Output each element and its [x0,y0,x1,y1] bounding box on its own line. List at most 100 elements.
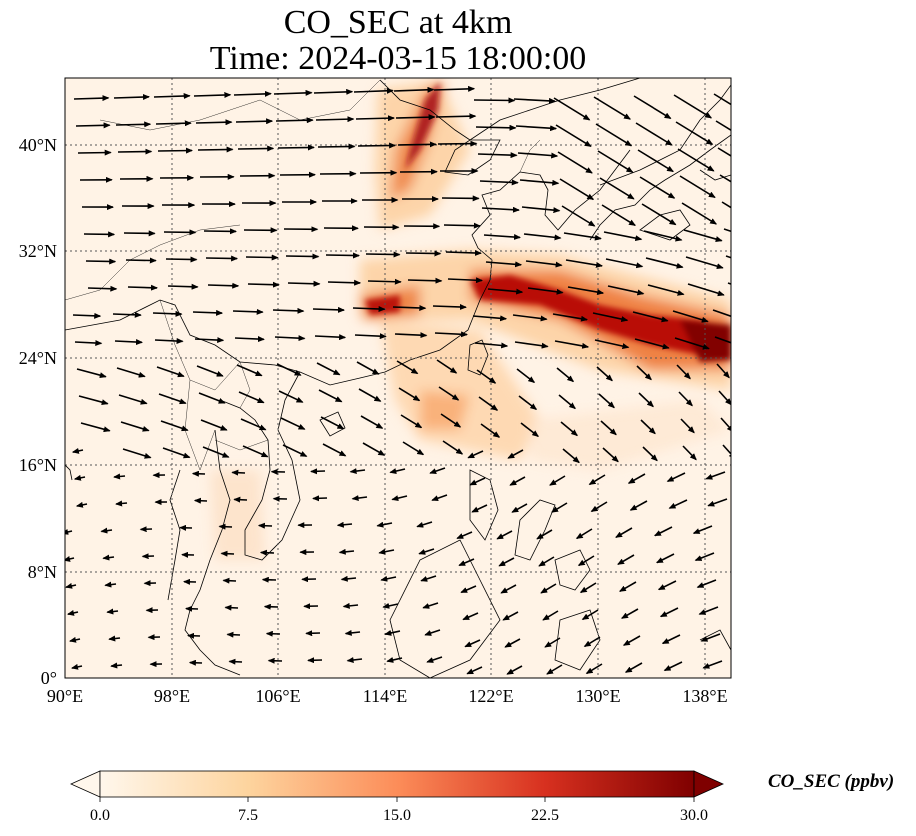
colorbar-tick-label: 15.0 [383,807,411,824]
wind-vector-arrow [346,657,363,663]
wind-vector-arrow [656,553,675,564]
wind-vector-arrow [579,582,597,594]
wind-vector-arrow [69,636,81,643]
wind-vector-arrow [443,222,481,229]
wind-vector-arrow [165,256,198,263]
wind-vector-arrow [647,284,685,296]
wind-vector-arrow [666,472,686,483]
wind-vector-arrow [355,115,395,122]
wind-vector-arrow [222,577,237,584]
wind-vector-arrow [707,498,728,507]
wind-vector-arrow [114,339,143,346]
wind-vector-arrow [353,87,394,94]
wind-vector-arrow [356,361,380,375]
colorbar-extend-min [70,770,101,798]
wind-vector-arrow [556,367,575,383]
wind-vector-arrow [275,117,314,124]
wind-vector-arrow [605,258,644,269]
wind-vector-arrow [195,119,233,126]
wind-vector-arrow [583,636,601,648]
wind-vector-arrow [538,556,555,567]
wind-vector-arrow [596,366,613,382]
wind-vector-arrow [287,280,321,287]
wind-vector-arrow [602,447,619,463]
wind-vector-arrow [600,420,617,436]
wind-vector-arrow [678,391,693,407]
lon-tick-labels: 90°E 98°E 106°E 114°E 122°E 130°E 138°E [47,686,728,706]
wind-vector-arrow [633,95,672,120]
wind-vector-arrow [458,558,475,567]
wind-vector-arrow [435,113,477,120]
wind-vector-arrow [382,602,399,609]
colorbar-tick-label: 0.0 [90,807,110,824]
wind-vector-arrow [226,631,241,638]
wind-vector-arrow [420,575,437,582]
lat-tick-label: 0° [41,668,57,688]
wind-vector-arrow [507,449,524,459]
wind-vector-arrow [389,468,406,474]
wind-vector-arrow [194,337,225,344]
wind-vector-arrow [113,473,126,480]
wind-vector-arrow [637,149,674,173]
wind-vector-arrow [519,179,560,186]
wind-vector-arrow [509,476,526,486]
wind-vector-arrow [715,120,731,132]
lat-tick-label: 16°N [19,455,57,475]
wind-vector-arrow [318,389,343,403]
wind-vector-arrow [282,444,308,458]
wind-vector-arrow [469,477,486,486]
wind-vector-arrow [236,364,263,377]
wind-vector-arrow [77,149,112,156]
wind-vector-arrow [342,602,359,609]
map-frame [64,77,732,679]
wind-vector-arrow [110,662,123,669]
wind-vector-arrow [544,637,561,648]
wind-vector-arrow [622,635,641,646]
wind-vector-arrow [160,420,189,432]
wind-vector-arrow [601,204,636,226]
wind-vector-arrow [581,609,599,621]
wind-vector-arrow [76,368,107,379]
wind-vector-arrow [617,554,635,565]
wind-vector-arrow [525,260,563,268]
wind-vector-arrow [723,228,731,233]
wind-vector-arrow [705,471,726,480]
wind-vector-arrow [273,89,313,96]
wind-vector-arrow [466,666,483,675]
wind-vector-arrow [102,554,115,561]
wind-vector-arrow [405,250,442,257]
wind-vector-arrow [480,423,501,438]
wind-vector-arrow [152,310,183,317]
wind-vector-arrow [639,176,676,199]
wind-vector-arrow [257,522,273,529]
wind-vector-arrow [233,90,272,97]
colorbar-extend-max [693,770,724,798]
colorbar: 0.0 7.5 15.0 22.5 30.0 CO_SEC (ppbv) [70,770,894,824]
wind-vector-arrow [554,340,590,349]
wind-vector-arrow [682,445,697,461]
wind-vector-arrow [65,582,77,589]
wind-vector-arrow [351,495,368,502]
wind-vector-arrow [553,97,591,121]
wind-vector-arrow [677,148,715,172]
lat-tick-label: 40°N [19,135,57,155]
wind-vector-arrow [512,314,548,322]
wind-vector-arrow [467,450,484,459]
wind-vector-arrow [559,178,595,201]
wind-vector-arrow [483,234,521,240]
wind-vector-arrow [113,94,150,101]
wind-vector-arrow [517,152,559,159]
wind-vector-arrow [555,124,592,147]
wind-vector-arrow [125,257,157,264]
wind-vector-arrow [692,525,713,535]
wind-vector-arrow [621,608,639,619]
wind-vector-arrow [498,557,515,567]
wind-vector-arrow [694,552,715,562]
wind-vector-arrow [597,150,634,173]
wind-vector-arrow [447,277,483,284]
lon-tick-label: 90°E [47,686,83,706]
wind-vector-arrow [127,284,158,291]
wind-vector-arrow [245,254,279,261]
colorbar-gradient [99,770,695,798]
wind-vector-arrow [438,386,460,401]
